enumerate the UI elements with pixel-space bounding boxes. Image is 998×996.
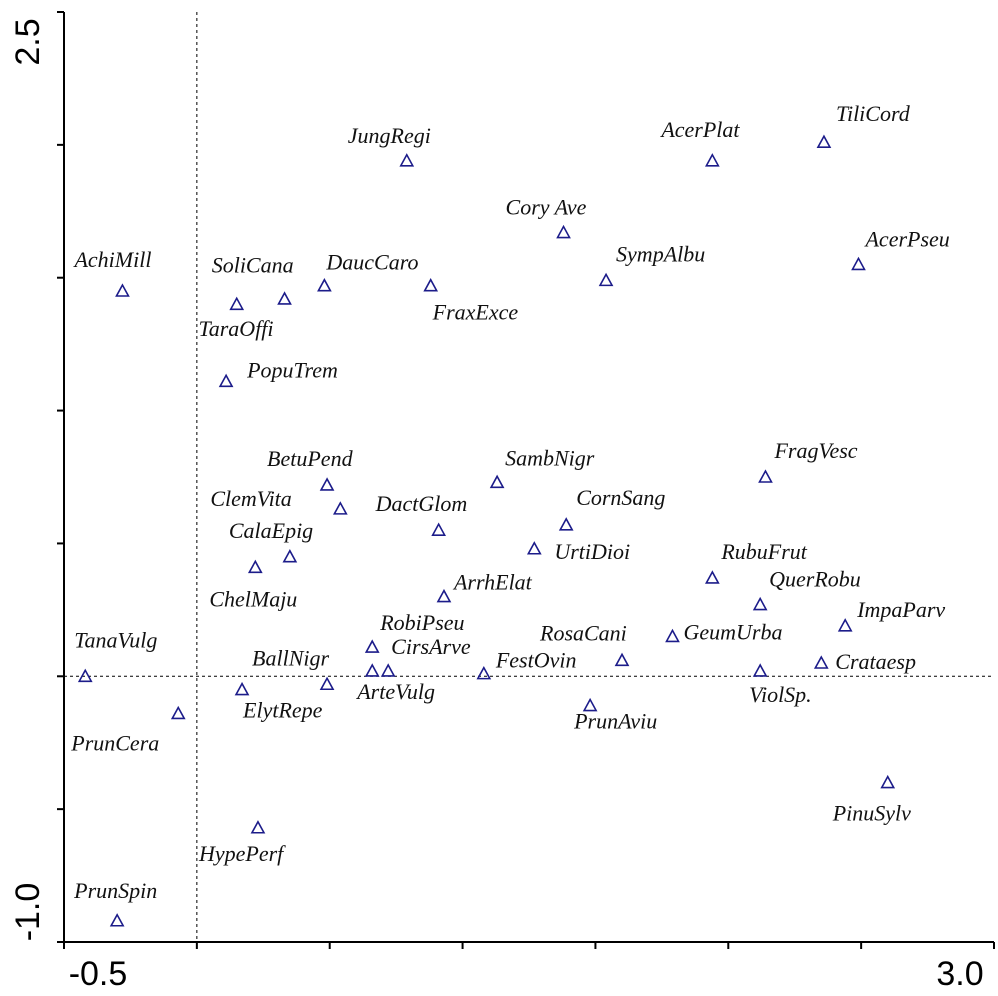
point-label: DactGlom [375, 491, 468, 516]
point [282, 549, 298, 563]
point [317, 278, 332, 292]
point-label: RobiPseu [379, 610, 464, 635]
point [489, 474, 505, 489]
point [332, 501, 348, 515]
point [234, 681, 250, 696]
point [758, 469, 773, 483]
point [837, 618, 853, 632]
point-label: ClemVita [210, 486, 291, 511]
point [582, 697, 598, 712]
point [247, 559, 263, 574]
point [704, 570, 720, 584]
point [170, 705, 186, 720]
point [526, 541, 542, 555]
point [752, 663, 768, 677]
point-label: UrtiDioi [554, 539, 630, 564]
point [558, 517, 574, 531]
point [556, 224, 571, 239]
point-label: ArteVulg [355, 679, 435, 704]
point-label: PrunAviu [573, 709, 657, 734]
point-label: FestOvin [495, 648, 577, 673]
point [704, 153, 720, 167]
point-label: PrunSpin [73, 878, 157, 903]
y-tick-label: -1.0 [9, 883, 47, 942]
point [250, 820, 266, 834]
point-label: CornSang [576, 485, 665, 510]
point [423, 278, 439, 292]
point-label: QuerRobu [769, 567, 861, 592]
point [115, 283, 130, 297]
point-label: Cory Ave [506, 195, 587, 220]
point-label: ViolSp. [749, 682, 812, 707]
point-label: CalaEpig [229, 518, 313, 543]
point-label: AcerPlat [659, 117, 740, 142]
point [598, 272, 614, 287]
point-label: SympAlbu [616, 241, 705, 266]
point-label: PrunCera [70, 731, 159, 756]
point [229, 296, 245, 311]
point-label: RosaCani [539, 620, 627, 645]
point-label: TiliCord [836, 101, 911, 126]
point [851, 256, 866, 271]
y-tick-label: 2.5 [9, 18, 47, 65]
point [109, 913, 125, 927]
point [813, 655, 829, 669]
point [364, 663, 380, 677]
point [665, 628, 680, 643]
point-label: PopuTrem [246, 357, 338, 382]
point [364, 639, 380, 653]
point-label: AcerPseu [863, 226, 949, 251]
point-label: ElytRepe [242, 698, 323, 723]
point-label: SambNigr [505, 445, 595, 470]
point-label: TaraOffi [199, 316, 274, 341]
point [880, 774, 896, 789]
point-label: ChelMaju [209, 586, 297, 611]
point-label: DaucCaro [325, 250, 418, 275]
point [476, 665, 492, 680]
point [319, 477, 335, 491]
point [277, 291, 292, 305]
point-label: ImpaParv [856, 597, 945, 622]
point [436, 588, 452, 603]
point [752, 596, 768, 611]
x-tick-label: -0.5 [69, 955, 128, 993]
point [218, 373, 234, 388]
point [614, 652, 630, 667]
point-label: BetuPend [267, 446, 354, 471]
point [319, 676, 335, 691]
point-label: Crataesp [835, 649, 916, 674]
point [399, 153, 415, 167]
point [77, 668, 93, 683]
point [816, 134, 832, 148]
point-label: JungRegi [348, 123, 431, 148]
point-label: AchiMill [72, 247, 151, 272]
point-label: FraxExce [432, 300, 519, 325]
point [431, 522, 447, 536]
point-label: HypePerf [198, 841, 286, 866]
point-label: TanaVulg [74, 627, 157, 652]
point-label: FragVesc [773, 438, 857, 463]
point-label: RubuFrut [720, 539, 807, 564]
point-label: GeumUrba [683, 619, 782, 644]
point-label: PinuSylv [832, 801, 911, 826]
point-label: CirsArve [391, 634, 471, 659]
x-tick-label: 3.0 [936, 955, 983, 993]
point [380, 663, 396, 677]
point-label: SoliCana [212, 252, 294, 277]
point-label: ArrhElat [452, 570, 533, 595]
point-label: BallNigr [252, 645, 329, 670]
